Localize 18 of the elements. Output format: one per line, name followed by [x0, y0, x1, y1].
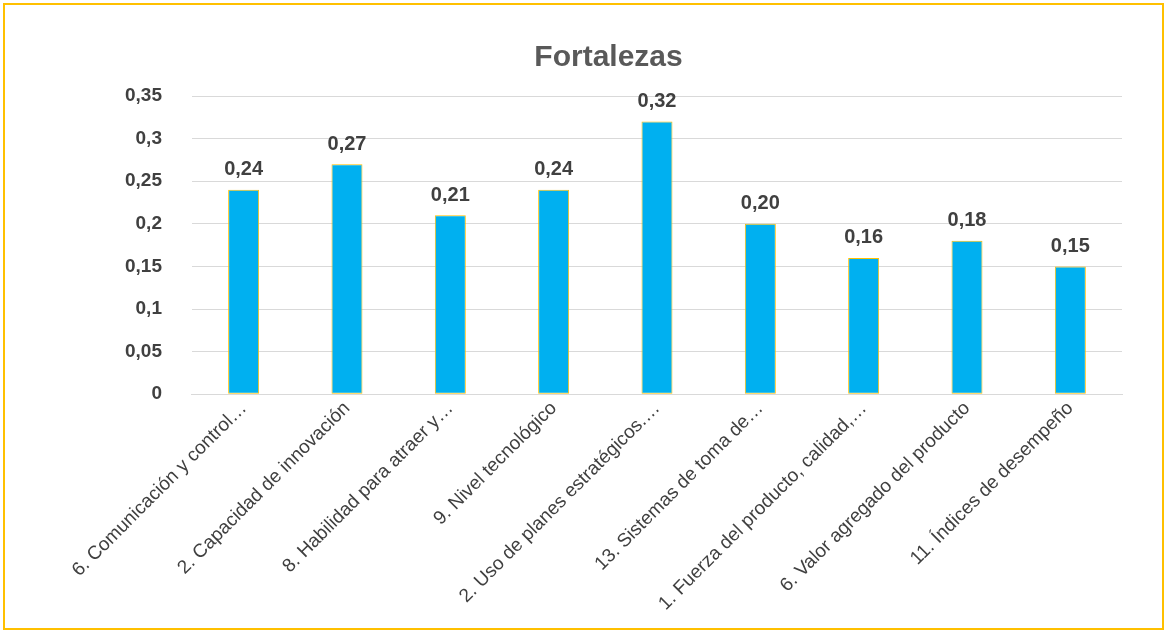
data-label: 0,18 [947, 208, 987, 231]
y-tick-label: 0,15 [125, 254, 163, 276]
data-label: 0,32 [637, 89, 677, 112]
data-label: 0,24 [224, 157, 264, 180]
data-label: 0,21 [430, 182, 470, 205]
y-tick-label: 0,2 [135, 212, 162, 234]
data-label: 0,16 [844, 225, 884, 248]
y-tick-label: 0,3 [135, 126, 162, 148]
data-label: 0,24 [534, 157, 574, 180]
y-tick-label: 0,05 [125, 339, 163, 361]
y-tick-label: 0,35 [125, 84, 163, 106]
y-tick-label: 0,25 [125, 169, 163, 191]
data-label: 0,20 [740, 191, 780, 214]
y-tick-label: 0 [151, 382, 162, 404]
chart-title: Fortalezas [534, 39, 683, 73]
y-tick-label: 0,1 [135, 297, 163, 319]
data-label: 0,15 [1050, 233, 1090, 256]
data-label: 0,27 [327, 131, 367, 154]
